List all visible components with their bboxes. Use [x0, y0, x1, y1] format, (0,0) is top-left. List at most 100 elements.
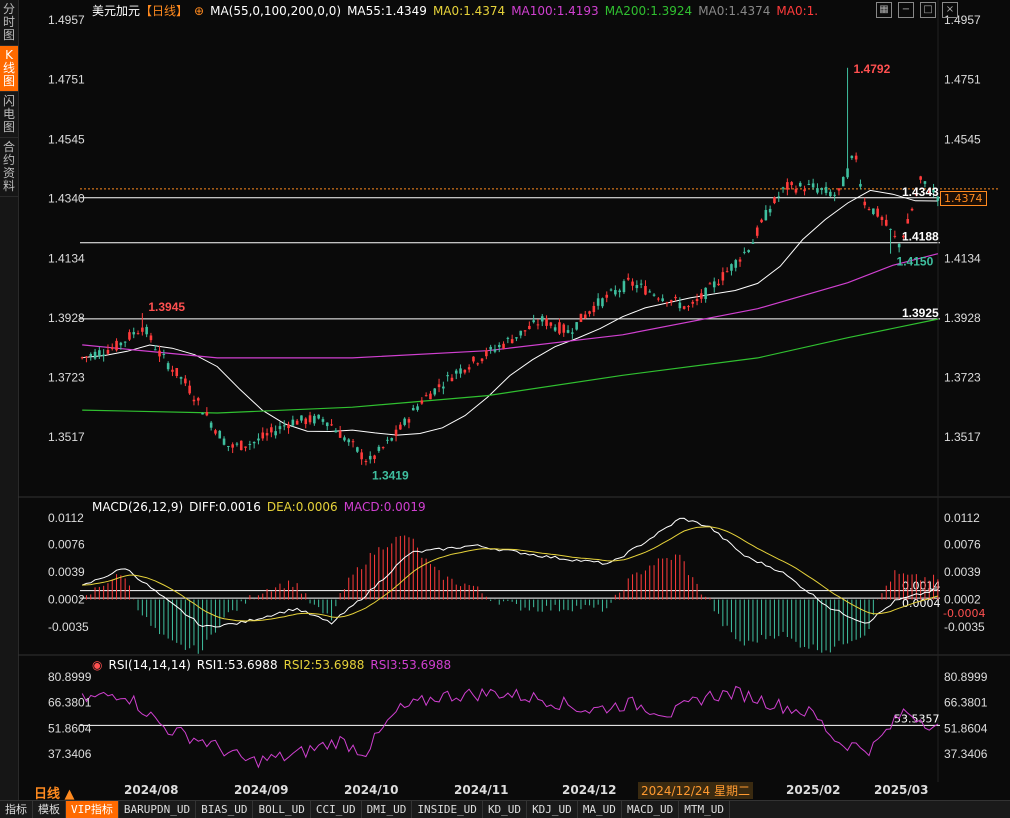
candle-body[interactable] [639, 283, 643, 285]
candle-body[interactable] [515, 337, 518, 339]
candle-body[interactable] [807, 183, 811, 185]
settings-icon[interactable]: ⊕ [194, 4, 205, 18]
tab-dmi[interactable]: DMI_UD [362, 801, 413, 818]
candle-body[interactable] [691, 301, 695, 304]
candle-body[interactable] [459, 368, 462, 374]
candle-body[interactable] [583, 314, 587, 319]
candle-body[interactable] [893, 235, 897, 237]
candle-body[interactable] [141, 327, 144, 332]
candle-body[interactable] [773, 197, 776, 204]
candle-body[interactable] [248, 443, 252, 445]
candle-body[interactable] [209, 422, 213, 428]
candle-body[interactable] [631, 281, 634, 286]
candle-body[interactable] [166, 363, 170, 370]
candle-body[interactable] [562, 324, 566, 333]
candle-body[interactable] [601, 298, 604, 307]
candle-body[interactable] [381, 447, 385, 449]
candle-body[interactable] [820, 188, 824, 190]
tab-macd[interactable]: MACD_UD [622, 801, 680, 818]
candle-body[interactable] [330, 424, 333, 426]
candle-body[interactable] [768, 208, 772, 213]
tab-barupdn[interactable]: BARUPDN_UD [119, 801, 197, 818]
candle-body[interactable] [889, 228, 892, 230]
candle-body[interactable] [704, 287, 707, 300]
candle-body[interactable] [777, 196, 781, 198]
candle-body[interactable] [528, 325, 531, 330]
candle-body[interactable] [437, 384, 441, 388]
ma-params[interactable]: MA(55,0,100,200,0,0) [210, 4, 342, 18]
candle-body[interactable] [803, 189, 806, 192]
candle-body[interactable] [407, 419, 411, 423]
candle-body[interactable] [717, 283, 720, 286]
candle-body[interactable] [790, 182, 793, 186]
candle-body[interactable] [829, 191, 832, 197]
candle-body[interactable] [196, 398, 200, 401]
candle-body[interactable] [592, 305, 596, 313]
candle-body[interactable] [859, 183, 862, 187]
candle-body[interactable] [368, 455, 372, 460]
candle-body[interactable] [377, 446, 381, 451]
candle-body[interactable] [257, 438, 260, 441]
candle-body[interactable] [747, 250, 750, 253]
candle-body[interactable] [403, 418, 406, 425]
restore-icon[interactable]: □ [920, 2, 936, 18]
candle-body[interactable] [833, 194, 836, 196]
candle-body[interactable] [622, 281, 626, 293]
candle-body[interactable] [927, 191, 931, 193]
candle-body[interactable] [674, 296, 677, 299]
candle-body[interactable] [614, 290, 617, 295]
candle-body[interactable] [906, 219, 910, 224]
candle-body[interactable] [553, 327, 557, 331]
side-tab-timeshare[interactable]: 分时图 [0, 0, 18, 46]
candle-body[interactable] [502, 343, 505, 349]
period-tag[interactable]: 【日线】 [140, 4, 189, 18]
candle-body[interactable] [158, 350, 161, 357]
candle-body[interactable] [115, 340, 118, 351]
side-tab-contract[interactable]: 合约资料 [0, 138, 18, 197]
side-tab-kline[interactable]: K线图 [0, 46, 18, 92]
candle-body[interactable] [343, 437, 346, 441]
candle-body[interactable] [596, 298, 600, 306]
tab-boll[interactable]: BOLL_UD [253, 801, 311, 818]
candle-body[interactable] [493, 349, 497, 352]
candle-body[interactable] [755, 227, 759, 236]
candle-body[interactable] [867, 208, 871, 210]
tab-mtm[interactable]: MTM_UD [679, 801, 731, 818]
candle-body[interactable] [300, 415, 303, 421]
candle-body[interactable] [519, 330, 523, 336]
candle-body[interactable] [153, 349, 157, 351]
candle-body[interactable] [657, 298, 660, 300]
candle-body[interactable] [678, 302, 682, 309]
candle-body[interactable] [442, 386, 445, 389]
candle-body[interactable] [295, 420, 299, 425]
candle-body[interactable] [171, 369, 174, 372]
candle-body[interactable] [626, 277, 630, 280]
candle-body[interactable] [824, 186, 828, 193]
tab-ma[interactable]: MA_UD [578, 801, 622, 818]
candle-body[interactable] [880, 217, 884, 220]
candle-body[interactable] [334, 430, 338, 433]
candle-body[interactable] [644, 285, 647, 295]
candle-body[interactable] [446, 375, 449, 377]
candle-body[interactable] [291, 419, 295, 426]
candle-body[interactable] [416, 406, 419, 410]
period-button[interactable]: 日线 ▲ [34, 787, 75, 802]
candle-body[interactable] [227, 445, 230, 447]
candle-body[interactable] [566, 330, 570, 333]
candle-body[interactable] [261, 432, 265, 439]
grid-icon[interactable]: ▦ [876, 2, 892, 18]
candle-body[interactable] [450, 377, 454, 382]
tab-templates[interactable]: 模板 [33, 801, 66, 818]
candle-body[interactable] [682, 306, 686, 309]
candle-body[interactable] [244, 446, 247, 448]
candle-body[interactable] [915, 193, 918, 196]
candle-body[interactable] [218, 430, 222, 439]
candle-body[interactable] [786, 182, 789, 190]
candle-body[interactable] [635, 285, 639, 289]
candle-body[interactable] [360, 452, 363, 460]
candle-body[interactable] [399, 424, 402, 430]
candle-body[interactable] [278, 426, 282, 430]
candle-body[interactable] [665, 302, 669, 304]
tab-vip-indicators[interactable]: VIP指标 [66, 801, 119, 818]
candle-body[interactable] [390, 437, 394, 441]
